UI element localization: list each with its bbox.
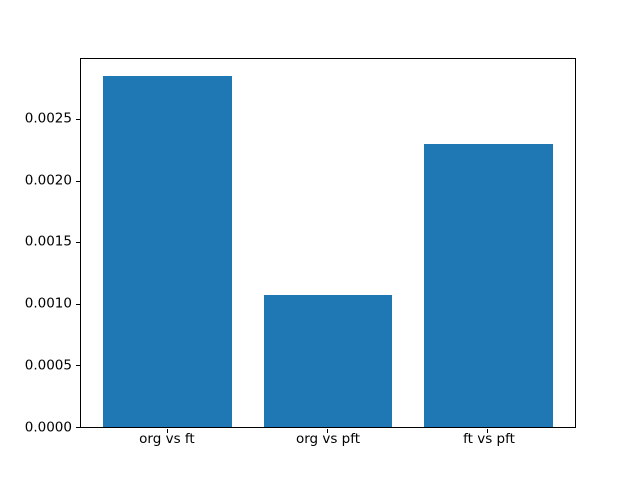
y-tick-mark	[76, 365, 80, 367]
y-tick-label: 0.0010	[24, 295, 72, 312]
x-tick-mark	[327, 429, 328, 433]
y-tick-label: 0.0005	[24, 357, 72, 374]
x-tick-mark	[166, 429, 168, 433]
y-axis-labels: 0.0000 0.0005 0.0010 0.0015 0.0020 0.0025	[0, 58, 72, 433]
y-tick-mark	[76, 242, 80, 244]
x-tick-label: ft vs pft	[463, 431, 515, 447]
bar-org-vs-pft	[263, 295, 393, 427]
y-tick-mark	[76, 180, 80, 182]
y-tick-label: 0.0015	[24, 233, 72, 250]
x-axis-labels: org vs ft org vs pft ft vs pft	[80, 431, 576, 453]
bar-org-vs-ft	[103, 76, 232, 427]
x-tick-label: org vs ft	[139, 431, 195, 447]
y-tick-mark	[76, 427, 80, 428]
bar-ft-vs-pft	[424, 143, 553, 427]
y-tick-label: 0.0000	[24, 419, 72, 436]
plot-area	[76, 58, 576, 433]
x-tick-mark	[487, 429, 489, 433]
y-tick-label: 0.0025	[24, 109, 72, 126]
x-tick-label: org vs pft	[295, 431, 361, 447]
y-tick-mark	[76, 303, 80, 305]
y-tick-label: 0.0020	[24, 171, 72, 188]
y-tick-mark	[76, 119, 80, 121]
